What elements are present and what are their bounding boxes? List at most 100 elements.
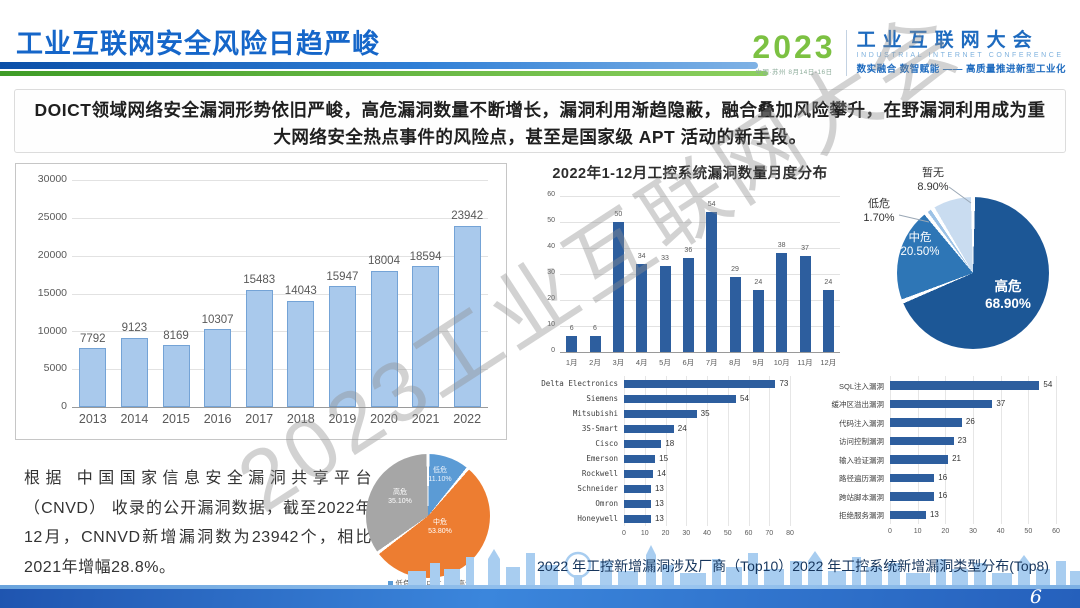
bar [624,514,651,523]
cnvd-annual-bar-chart: 0 5000 10000 15000 20000 25000 30000 7792 2013 91… [15,163,507,440]
bar-category-label: 拒绝服务漏洞 [839,511,884,520]
y-tick-label: 0 [61,400,67,413]
gridline [748,376,750,526]
bar-category-label: Delta Electronics [541,378,618,388]
x-tick-label: 1月 [565,358,578,367]
bar [636,263,648,352]
x-tick-label: 30 [969,528,977,535]
bar-value-label: 14 [657,468,666,478]
logo-name-en: INDUSTRIAL INTERNET CONFERENCE [856,52,1064,60]
x-tick-label: 5月 [659,358,671,367]
gridline [72,331,488,333]
pie-leader-lines [898,186,972,223]
bar [624,454,656,463]
bar-value-label: 35 [700,408,710,418]
x-tick-label: 9月 [752,358,765,367]
bar [822,289,834,352]
x-tick-label: 2018 [286,412,315,426]
banner-line1: DOICT领域网络安全漏洞形势依旧严峻，高危漏洞数量不断增长，漏洞利用渐趋隐蔽，… [34,100,1046,120]
bar [566,336,578,352]
bar [624,409,697,418]
y-tick-label: 15000 [37,286,67,299]
gridline [707,376,708,526]
bar [120,337,148,407]
bar [162,345,190,407]
x-tick-label: 2017 [245,412,274,426]
bar-category-label: Omron [595,498,618,508]
legend-label: 低危 [395,579,411,588]
gridline [644,376,646,526]
bar-value-label: 14043 [284,285,317,298]
x-tick-label: 0 [622,530,626,537]
bar-value-label: 15947 [326,270,359,283]
gridline [560,196,840,197]
monthly-bar-chart: 2022年1-12月工控系统漏洞数量月度分布 0 10 20 30 40 50 60 6 1月 6… [530,162,850,370]
pie-slice-pct: 11.10% [428,476,452,484]
legend-marker [387,581,393,586]
x-tick-label: 2015 [162,412,190,426]
pie-slice-label: 中危 [908,232,932,244]
legend-label: 高危 [457,579,473,588]
bar-value-label: 33 [661,255,669,263]
logo-divider [845,30,847,76]
bar [412,266,440,407]
gridline [727,376,729,526]
bar [659,266,671,352]
bar-category-label: SQL注入漏洞 [838,381,884,391]
y-tick-label: 40 [547,243,555,251]
y-tick-label: 30 [547,269,555,277]
logo-text-block: 工业互联网大会 INDUSTRIAL INTERNET CONFERENCE 数… [856,29,1066,76]
bar-value-label: 9123 [121,322,148,335]
page-number: 6 [1029,586,1042,608]
bar [890,399,993,408]
bar-value-label: 8169 [163,329,189,342]
bar [204,329,232,407]
x-tick-label: 50 [723,530,732,537]
bar-value-label: 24 [824,278,833,286]
gridline [72,255,488,257]
bar [729,276,741,352]
vuln-types-hbar-chart: 0 10 20 30 40 50 60 SQL注入漏洞 54 缓冲区溢出漏洞 37 代码注入漏洞 26 访… [812,374,1080,552]
bar-value-label: 7792 [80,332,106,345]
charts-caption: 2022 年工控新增漏洞涉及厂商（Top10）2022 年工控系统新增漏洞类型分… [537,558,1049,574]
bar [453,225,481,407]
x-tick-label: 10 [640,530,649,537]
bar-value-label: 21 [952,454,961,464]
bar-value-label: 6 [569,325,574,333]
bar-category-label: 输入验证漏洞 [839,455,884,465]
bar [890,418,962,427]
gridline [72,407,488,408]
x-tick-label: 2013 [78,412,107,426]
bar-category-label: 代码注入漏洞 [839,418,884,428]
bar [624,424,674,433]
y-tick-label: 10 [547,321,555,329]
x-tick-label: 12月 [820,358,837,367]
pie-slice-pct: 68.90% [985,295,1031,311]
bar-value-label: 34 [637,252,646,260]
pie-label-low: 低危 1.70% [854,198,904,226]
bar-value-label: 29 [731,265,739,273]
bar [624,394,737,403]
pie-slice-label: 低危 [433,467,447,474]
small-pie-label-low: 低危 11.10% [418,466,462,484]
gridline [790,376,791,526]
bar-category-label: 路径遍历漏洞 [839,474,884,483]
bar [624,499,651,508]
pie-slice-pct: 53.80% [428,528,452,536]
gridline [72,180,488,181]
x-tick-label: 2016 [203,412,232,426]
y-tick-label: 50 [547,217,555,225]
bar [706,211,718,352]
gridline [1000,376,1002,524]
bar-value-label: 18004 [368,255,400,268]
logo-name: 工业互联网大会 [856,29,1039,51]
pie-slice-label: 暂无 [922,167,944,179]
bar-value-label: 36 [684,247,693,255]
gridline [945,376,947,524]
x-tick-label: 2014 [120,412,149,426]
small-pie-label-medium: 中危 53.80% [416,518,464,536]
pie-slice-label: 低危 [868,198,890,210]
x-tick-label: 2019 [328,412,357,426]
bar-value-label: 50 [614,211,623,218]
bar-category-label: Mitsubishi [572,408,618,418]
